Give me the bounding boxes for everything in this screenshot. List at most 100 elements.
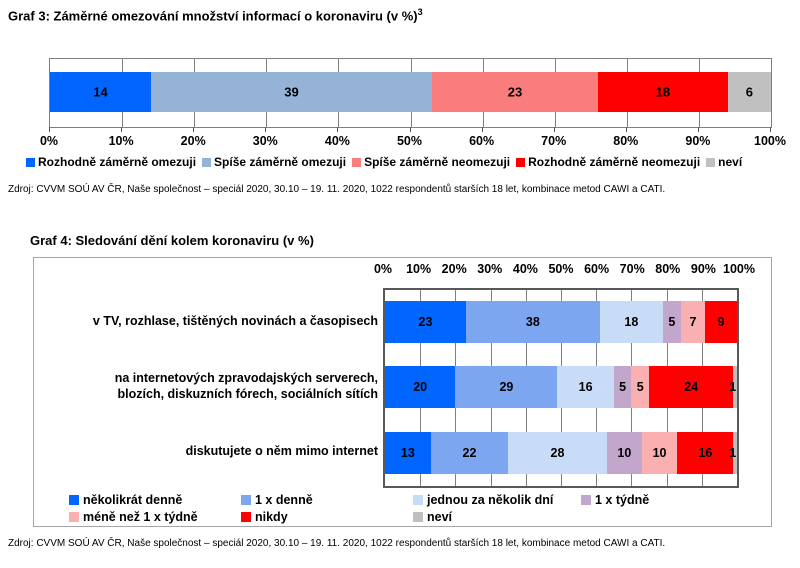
bar-value-label: 16 bbox=[698, 445, 713, 460]
bar-segment: 7 bbox=[680, 301, 706, 343]
bar-value-label: 5 bbox=[619, 380, 627, 395]
bar-value-label: 24 bbox=[684, 380, 699, 395]
graf3-title-text: Graf 3: Záměrné omezování množství infor… bbox=[8, 8, 418, 24]
axis-tick bbox=[697, 127, 699, 132]
bar-value-label: 22 bbox=[462, 445, 477, 460]
axis-tick-label: 50% bbox=[548, 262, 574, 276]
bar-value-label: 5 bbox=[668, 315, 676, 329]
axis-tick-label: 30% bbox=[477, 262, 503, 276]
bar-value-label: 9 bbox=[717, 315, 725, 329]
legend-item: neví bbox=[413, 510, 452, 524]
bar-segment: 1 bbox=[729, 431, 737, 474]
legend-item: několikrát denně bbox=[69, 493, 182, 507]
axis-tick bbox=[121, 127, 123, 132]
axis-tick-label: 80% bbox=[613, 134, 639, 148]
axis-tick bbox=[481, 127, 483, 132]
graf4-title: Graf 4: Sledování dění kolem koronaviru … bbox=[30, 233, 314, 248]
graf4-source: Zdroj: CVVM SOÚ AV ČR, Naše společnost –… bbox=[8, 538, 666, 549]
legend-label: Spíše záměrně omezuji bbox=[214, 155, 347, 169]
legend-label: Rozhodně záměrně omezuji bbox=[38, 155, 197, 169]
axis-tick bbox=[553, 127, 555, 132]
legend-label: méně než 1 x týdně bbox=[83, 510, 198, 524]
axis-tick-label: 60% bbox=[584, 262, 610, 276]
graf3-legend: Rozhodně záměrně omezuji Spíše záměrně om… bbox=[26, 155, 742, 169]
axis-tick-label: 90% bbox=[685, 134, 711, 148]
bar-segment: 16 bbox=[677, 431, 734, 474]
legend-label: jednou za několik dní bbox=[427, 493, 554, 507]
legend-item: Spíše záměrně omezuji bbox=[202, 155, 346, 169]
axis-tick-label: 0% bbox=[373, 262, 393, 276]
bar-value-label: 29 bbox=[499, 380, 514, 395]
bar-value-label: 14 bbox=[93, 84, 108, 100]
category-label: na internetových zpravodajských serverec… bbox=[114, 370, 378, 401]
legend-label: nikdy bbox=[255, 510, 288, 524]
bar-segment: 10 bbox=[641, 431, 678, 474]
bar-value-label: 18 bbox=[624, 315, 639, 329]
axis-tick-label: 10% bbox=[108, 134, 134, 148]
axis-tick bbox=[337, 127, 339, 132]
bar-value-label: 28 bbox=[550, 445, 565, 460]
bar-value-label: 1 bbox=[729, 445, 737, 460]
bar-segment: 20 bbox=[385, 366, 456, 409]
axis-tick-label: 20% bbox=[441, 262, 467, 276]
legend-item: méně než 1 x týdně bbox=[69, 510, 198, 524]
bar-value-label: 20 bbox=[413, 380, 428, 395]
legend-item: 1 x týdně bbox=[581, 493, 649, 507]
legend-label: Rozhodně záměrně neomezuji bbox=[528, 155, 701, 169]
legend-swatch bbox=[241, 495, 251, 505]
bar-segment: 13 bbox=[385, 431, 431, 474]
category-label: v TV, rozhlase, tištěných novinách a čas… bbox=[92, 313, 378, 328]
legend-label: 1 x týdně bbox=[595, 493, 650, 507]
bar-value-label: 39 bbox=[284, 84, 299, 100]
graf3-source: Zdroj: CVVM SOÚ AV ČR, Naše společnost –… bbox=[8, 184, 666, 195]
legend-swatch bbox=[706, 157, 716, 167]
legend-swatch bbox=[413, 512, 423, 522]
legend-swatch bbox=[516, 157, 526, 167]
bar-segment: 5 bbox=[613, 366, 632, 409]
axis-tick-label: 0% bbox=[39, 134, 59, 148]
axis-tick-label: 50% bbox=[396, 134, 423, 148]
bar-value-label: 23 bbox=[507, 84, 523, 100]
bar-value-label: 1 bbox=[729, 380, 737, 395]
bar-segment: 5 bbox=[631, 366, 649, 409]
graf3-title-superscript: 3 bbox=[417, 7, 423, 17]
bar-segment: 39 bbox=[150, 72, 433, 112]
axis-tick-label: 100% bbox=[754, 134, 786, 148]
bar-value-label: 6 bbox=[745, 84, 753, 100]
legend-item: Rozhodně záměrně omezuji bbox=[26, 155, 196, 169]
legend-swatch bbox=[202, 157, 212, 167]
bar-value-label: 10 bbox=[652, 445, 667, 460]
bar-segment: 23 bbox=[432, 72, 598, 112]
axis-tick bbox=[193, 127, 195, 132]
bar-value-label: 23 bbox=[418, 315, 433, 329]
bar-segment: 6 bbox=[727, 72, 771, 112]
category-label: diskutujete o něm mimo internet bbox=[185, 444, 378, 459]
legend-swatch bbox=[69, 512, 79, 522]
legend-item: 1 x denně bbox=[241, 493, 313, 507]
legend-item: nikdy bbox=[241, 510, 288, 524]
bar-segment: 38 bbox=[465, 301, 600, 343]
legend-label: neví bbox=[427, 510, 453, 524]
bar-value-label: 7 bbox=[689, 315, 697, 329]
bar-segment: 10 bbox=[606, 431, 642, 474]
graf4-bar-row: 23 38 18 5 7 9 bbox=[385, 301, 737, 343]
bar-value-label: 10 bbox=[617, 445, 632, 460]
bar-segment: 18 bbox=[599, 301, 664, 343]
legend-label: Spíše záměrně neomezuji bbox=[364, 155, 511, 169]
legend-swatch bbox=[413, 495, 423, 505]
axis-tick bbox=[625, 127, 627, 132]
bar-value-label: 13 bbox=[400, 445, 415, 460]
axis-tick-label: 60% bbox=[469, 134, 495, 148]
bar-value-label: 18 bbox=[655, 84, 671, 100]
axis-tick-label: 40% bbox=[512, 262, 538, 276]
axis-tick-label: 70% bbox=[619, 262, 645, 276]
bar-segment: 16 bbox=[557, 366, 614, 409]
bar-value-label: 38 bbox=[525, 315, 540, 329]
bar-value-label: 5 bbox=[636, 380, 644, 395]
graf4-bar-row: 20 29 16 5 5 24 1 bbox=[385, 366, 737, 409]
legend-item: Rozhodně záměrně neomezuji bbox=[516, 155, 700, 169]
legend-swatch bbox=[26, 157, 35, 167]
graf3-title: Graf 3: Záměrné omezování množství infor… bbox=[8, 7, 423, 23]
bar-segment: 22 bbox=[430, 431, 509, 474]
